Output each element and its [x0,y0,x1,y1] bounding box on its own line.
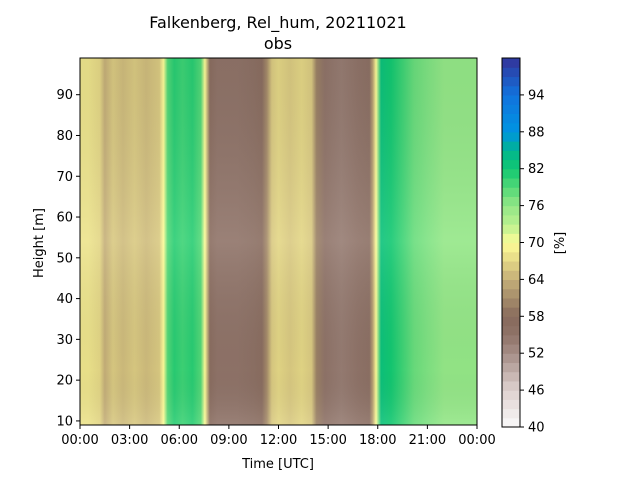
colorbar-band [502,362,520,373]
colorbar-label: [%] [553,232,568,255]
colorbar-tick-label: 76 [528,199,545,214]
colorbar-band [502,159,520,170]
y-tick-label: 90 [56,88,73,103]
colorbar-band [502,150,520,161]
colorbar-band [502,288,520,299]
y-tick-label: 60 [56,211,73,226]
x-tick-label: 21:00 [409,433,446,448]
y-axis-label: Height [m] [32,208,47,278]
x-tick-label: 09:00 [210,433,247,448]
x-tick-label: 12:00 [260,433,297,448]
colorbar-tick-label: 82 [528,162,545,177]
colorbar-band [502,408,520,419]
colorbar-band [502,168,520,179]
colorbar-band [502,390,520,400]
colorbar: 40 46 52 58 64 70 76 82 88 94 [501,57,545,436]
colorbar-band [502,380,520,391]
colorbar-band [502,233,520,244]
colorbar-band [502,371,520,382]
y-tick-label: 80 [56,129,73,144]
height-shading [80,58,477,425]
chart-subtitle: obs [264,34,292,53]
colorbar-band [502,104,520,114]
y-tick-label: 30 [56,333,73,348]
colorbar-band [502,242,520,253]
colorbar-band [502,141,520,151]
colorbar-tick-label: 88 [528,125,545,140]
colorbar-band [502,325,520,336]
colorbar-band [502,131,520,142]
colorbar-band [502,76,520,87]
colorbar-band [502,270,520,280]
colorbar-band [502,343,520,354]
colorbar-tick-label: 94 [528,88,545,103]
colorbar-band [502,224,520,234]
x-tick-label: 06:00 [161,433,198,448]
colorbar-band [502,177,520,188]
colorbar-band [502,67,520,78]
colorbar-band [502,251,520,262]
colorbar-band [502,196,520,207]
x-tick-label: 00:00 [61,433,98,448]
colorbar-band [502,279,520,290]
x-tick-label: 03:00 [111,433,148,448]
colorbar-tick-label: 64 [528,273,545,288]
colorbar-band [502,122,520,133]
x-axis-label: Time [UTC] [241,457,314,472]
x-tick-label: 15:00 [309,433,346,448]
colorbar-band [502,399,520,410]
colorbar-band [502,260,520,271]
colorbar-tick-label: 58 [528,310,545,325]
colorbar-band [502,187,520,197]
x-tick-label: 18:00 [359,433,396,448]
plot-area [79,57,478,426]
colorbar-band [502,417,520,428]
colorbar-band [502,353,520,364]
y-tick-label: 70 [56,170,73,185]
colorbar-band [502,307,520,317]
colorbar-tick-label: 40 [528,421,545,436]
y-tick-label: 20 [56,374,73,389]
colorbar-band [502,205,520,216]
colorbar-band [502,334,520,345]
colorbar-band [502,94,520,105]
colorbar-band [502,297,520,308]
colorbar-band [502,113,520,124]
colorbar-band [502,316,520,327]
colorbar-band [502,58,520,68]
x-axis: 00:00 03:00 06:00 09:00 12:00 15:00 18:00 21:00… [61,425,496,448]
y-tick-label: 40 [56,292,73,307]
colorbar-tick-label: 46 [528,384,545,399]
y-axis: 10 20 30 40 50 60 70 80 90 [56,88,80,429]
colorbar-tick-label: 70 [528,236,545,251]
x-tick-label: 00:00 [458,433,495,448]
chart-title: Falkenberg, Rel_hum, 20211021 [149,13,406,33]
colorbar-tick-label: 52 [528,347,545,362]
y-tick-label: 50 [56,251,73,266]
y-tick-label: 10 [56,414,73,429]
colorbar-band [502,214,520,225]
colorbar-band [502,85,520,96]
